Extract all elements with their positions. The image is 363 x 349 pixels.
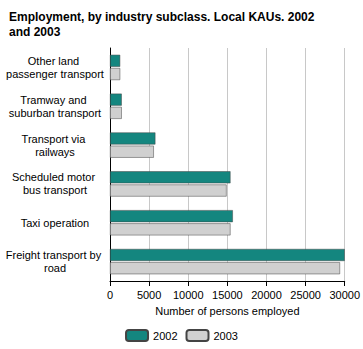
svg-text:Taxi operation: Taxi operation xyxy=(21,217,90,229)
svg-text:Number of persons employed: Number of persons employed xyxy=(155,305,299,317)
svg-text:5000: 5000 xyxy=(137,289,161,301)
svg-text:suburban transport: suburban transport xyxy=(9,107,101,119)
svg-text:0: 0 xyxy=(107,289,113,301)
svg-text:and 2003: and 2003 xyxy=(9,25,61,39)
svg-text:2002: 2002 xyxy=(153,330,177,342)
svg-text:bus transport: bus transport xyxy=(23,184,87,196)
svg-text:railways: railways xyxy=(35,146,75,158)
svg-text:road: road xyxy=(44,262,66,274)
svg-text:10000: 10000 xyxy=(173,289,204,301)
svg-text:30000: 30000 xyxy=(329,289,360,301)
svg-text:Other land: Other land xyxy=(28,55,82,67)
svg-text:Transport via: Transport via xyxy=(22,133,89,145)
svg-text:Scheduled motor: Scheduled motor xyxy=(12,171,98,183)
svg-text:20000: 20000 xyxy=(251,289,282,301)
svg-text:Freight transport by: Freight transport by xyxy=(6,249,104,261)
svg-text:15000: 15000 xyxy=(212,289,243,301)
svg-text:passenger transport: passenger transport xyxy=(6,68,104,80)
svg-text:25000: 25000 xyxy=(290,289,321,301)
svg-text:2003: 2003 xyxy=(214,330,238,342)
svg-text:Employment, by industry subcla: Employment, by industry subclass. Local … xyxy=(9,10,318,24)
svg-text:Tramway and: Tramway and xyxy=(20,94,89,106)
